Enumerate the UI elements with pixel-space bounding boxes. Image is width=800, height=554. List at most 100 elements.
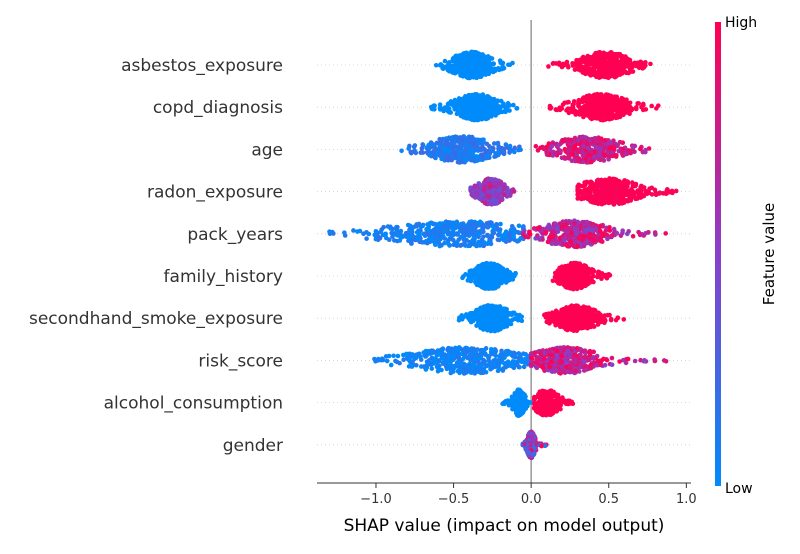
shap-dot xyxy=(609,235,614,240)
shap-dot xyxy=(559,221,564,226)
shap-dot xyxy=(496,183,501,188)
shap-dot xyxy=(431,231,436,236)
shap-dot xyxy=(611,57,616,62)
shap-dot xyxy=(557,241,562,246)
shap-dot xyxy=(471,71,476,76)
shap-dot xyxy=(467,56,472,61)
shap-dot xyxy=(488,236,493,241)
shap-dot xyxy=(551,229,556,234)
shap-dot xyxy=(580,135,585,140)
shap-dot xyxy=(614,53,619,58)
shap-dot xyxy=(494,222,499,227)
shap-dot xyxy=(649,104,654,109)
shap-dot xyxy=(453,151,458,156)
shap-dot xyxy=(643,150,648,155)
shap-dot xyxy=(594,196,599,201)
shap-dot xyxy=(595,181,600,186)
shap-dot xyxy=(492,110,497,115)
shap-dot xyxy=(566,227,571,232)
shap-dot xyxy=(499,280,504,285)
shap-dot xyxy=(598,94,603,99)
shap-dot xyxy=(395,228,400,233)
shap-dot xyxy=(476,140,481,145)
shap-dot xyxy=(500,67,505,72)
shap-dot xyxy=(558,108,563,113)
shap-dot xyxy=(612,147,617,152)
shap-dot xyxy=(621,200,626,205)
shap-dot xyxy=(458,56,463,61)
shap-dot xyxy=(485,96,490,101)
shap-dot xyxy=(581,112,586,117)
shap-dot xyxy=(502,104,507,109)
feature-dots xyxy=(460,261,612,292)
shap-dot xyxy=(361,231,366,236)
shap-dot xyxy=(565,285,570,290)
shap-dot xyxy=(437,230,442,235)
shap-dot xyxy=(580,220,585,225)
shap-dot xyxy=(553,151,558,156)
shap-dot xyxy=(591,113,596,118)
shap-dot xyxy=(624,179,629,184)
shap-dot xyxy=(416,228,421,233)
shap-dot xyxy=(542,147,547,152)
shap-dot xyxy=(587,107,592,112)
shap-dot xyxy=(459,152,464,157)
shap-dot xyxy=(518,147,523,152)
shap-dot xyxy=(581,99,586,104)
shap-dot xyxy=(600,187,605,192)
shap-dot xyxy=(569,234,574,239)
shap-dot xyxy=(596,153,601,158)
shap-dot xyxy=(470,108,475,113)
shap-dot xyxy=(578,65,583,70)
shap-dot xyxy=(446,220,451,225)
shap-dot xyxy=(585,189,590,194)
shap-dot xyxy=(609,94,614,99)
shap-dot xyxy=(432,240,437,245)
shap-dot xyxy=(556,143,561,148)
shap-dot xyxy=(351,228,356,233)
shap-dot xyxy=(512,146,517,151)
shap-dot xyxy=(486,225,491,230)
shap-dot xyxy=(575,286,580,291)
shap-dot xyxy=(600,239,605,244)
shap-dot xyxy=(398,238,403,243)
shap-dot xyxy=(483,60,488,65)
shap-dot xyxy=(647,186,652,191)
shap-dot xyxy=(509,272,514,277)
shap-dot xyxy=(498,58,503,63)
shap-dot xyxy=(555,227,560,232)
shap-dot xyxy=(442,241,447,246)
shap-dot xyxy=(595,136,600,141)
shap-dot xyxy=(477,241,482,246)
shap-dot xyxy=(418,240,423,245)
shap-dot xyxy=(328,231,333,236)
shap-dot xyxy=(583,135,588,140)
shap-dot xyxy=(604,193,609,198)
shap-dot xyxy=(575,271,580,276)
shap-dot xyxy=(626,199,631,204)
shap-dot xyxy=(479,148,484,153)
shap-dot xyxy=(442,224,447,229)
shap-dot xyxy=(601,233,606,238)
shap-dot xyxy=(595,115,600,120)
shap-dot xyxy=(438,63,443,68)
shap-dot xyxy=(648,62,653,67)
shap-dot xyxy=(559,265,564,270)
shap-dot xyxy=(492,97,497,102)
shap-dot xyxy=(470,151,475,156)
shap-dot xyxy=(481,137,486,142)
shap-dot xyxy=(489,279,494,284)
shap-dot xyxy=(443,59,448,64)
shap-dot xyxy=(640,192,645,197)
shap-dot xyxy=(586,269,591,274)
shap-dot xyxy=(599,70,604,75)
shap-dot xyxy=(587,138,592,143)
shap-dot xyxy=(489,202,494,207)
shap-dot xyxy=(528,232,533,237)
shap-dot xyxy=(503,235,508,240)
shap-dot xyxy=(432,151,437,156)
shap-dot xyxy=(599,192,604,197)
shap-dot xyxy=(377,235,382,240)
shap-dot xyxy=(478,279,483,284)
